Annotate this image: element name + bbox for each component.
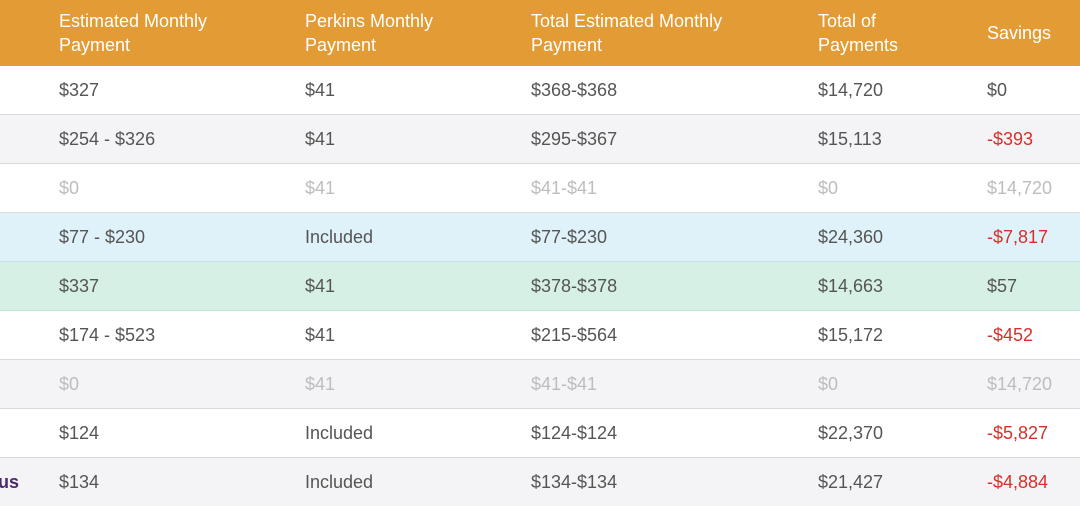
cell-total-monthly: $134-$134 (531, 472, 618, 492)
cell-savings: -$5,827 (987, 423, 1049, 443)
cell-monthly: $134 (59, 472, 100, 492)
cell-savings: $57 (987, 276, 1018, 296)
cell-monthly: $327 (59, 80, 100, 100)
cell-savings: $14,720 (987, 374, 1053, 394)
cell-savings: -$452 (987, 325, 1034, 345)
header-estimated-monthly-payment: Estimated Monthly Payment (59, 11, 208, 55)
cell-perkins: $41 (305, 178, 336, 198)
cell-savings: -$7,817 (987, 227, 1049, 247)
cell-total-monthly: $124-$124 (531, 423, 618, 443)
cell-savings: $14,720 (987, 178, 1053, 198)
cell-total-monthly: $41-$41 (531, 374, 598, 394)
cell-monthly: $0 (59, 374, 80, 394)
header-savings: Savings (987, 23, 1052, 43)
cell-perkins: Included (305, 472, 374, 492)
cell-monthly: $174 - $523 (59, 325, 156, 345)
cell-monthly: $77 - $230 (59, 227, 146, 247)
table-row: $327 $41 $368-$368 $14,720 $0 (0, 66, 1080, 115)
table-row: $0 $41 $41-$41 $0 $14,720 (0, 360, 1080, 409)
table-row-highlighted: $337 $41 $378-$378 $14,663 $57 (0, 262, 1080, 311)
cell-total-monthly: $215-$564 (531, 325, 618, 345)
cell-total-payments: $14,720 (818, 80, 884, 100)
table-row: $124 Included $124-$124 $22,370 -$5,827 (0, 409, 1080, 458)
header-total-estimated-monthly-payment: Total Estimated Monthly Payment (531, 11, 723, 55)
table-row-highlighted: $77 - $230 Included $77-$230 $24,360 -$7… (0, 213, 1080, 262)
cell-savings: -$4,884 (987, 472, 1049, 492)
table-row: $0 $41 $41-$41 $0 $14,720 (0, 164, 1080, 213)
cell-savings: $0 (987, 80, 1008, 100)
cell-total-monthly: $77-$230 (531, 227, 608, 247)
cell-total-payments: $14,663 (818, 276, 884, 296)
cell-perkins: Included (305, 227, 374, 247)
cell-total-payments: $0 (818, 374, 839, 394)
cell-total-payments: $15,172 (818, 325, 884, 345)
cell-total-payments: $22,370 (818, 423, 884, 443)
cell-perkins: $41 (305, 80, 336, 100)
cell-total-monthly: $378-$378 (531, 276, 618, 296)
table-row: $174 - $523 $41 $215-$564 $15,172 -$452 (0, 311, 1080, 360)
cell-perkins: $41 (305, 374, 336, 394)
cell-total-payments: $15,113 (818, 129, 882, 149)
cell-total-monthly: $368-$368 (531, 80, 618, 100)
cell-total-payments: $24,360 (818, 227, 884, 247)
cell-perkins: $41 (305, 129, 336, 149)
cell-monthly: $254 - $326 (59, 129, 156, 149)
cell-total-payments: $21,427 (818, 472, 884, 492)
cell-perkins: Included (305, 423, 374, 443)
table-header: Estimated Monthly Payment Perkins Monthl… (0, 0, 1080, 66)
plan-name-fragment: us (0, 472, 20, 492)
cell-monthly: $0 (59, 178, 80, 198)
cell-total-monthly: $295-$367 (531, 129, 618, 149)
header-perkins-monthly-payment: Perkins Monthly Payment (305, 11, 434, 55)
cell-perkins: $41 (305, 276, 336, 296)
table-row: us $134 Included $134-$134 $21,427 -$4,8… (0, 458, 1080, 506)
cell-perkins: $41 (305, 325, 336, 345)
table-row: $254 - $326 $41 $295-$367 $15,113 -$393 (0, 115, 1080, 164)
cell-savings: -$393 (987, 129, 1034, 149)
cell-total-monthly: $41-$41 (531, 178, 598, 198)
header-total-of-payments: Total of Payments (818, 11, 899, 55)
cell-monthly: $124 (59, 423, 100, 443)
cell-monthly: $337 (59, 276, 100, 296)
cell-total-payments: $0 (818, 178, 839, 198)
